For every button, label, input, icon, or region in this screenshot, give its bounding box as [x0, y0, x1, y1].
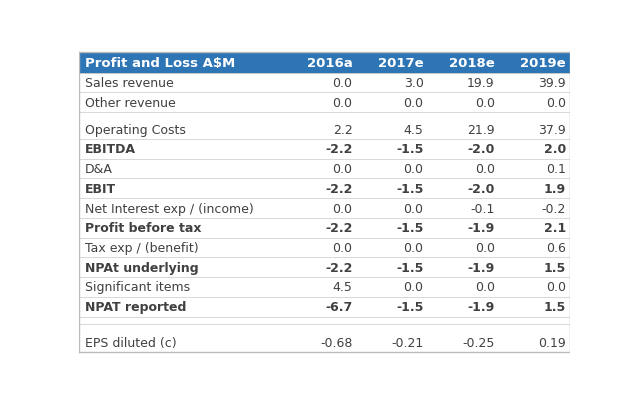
Text: D&A: D&A [85, 163, 113, 176]
Text: -2.0: -2.0 [467, 143, 494, 156]
Text: Sales revenue: Sales revenue [85, 77, 174, 90]
Text: -1.5: -1.5 [396, 300, 423, 314]
Bar [79, 140, 570, 159]
Bar [79, 93, 570, 113]
Text: Net Interest exp / (income): Net Interest exp / (income) [85, 202, 254, 215]
Text: Profit and Loss A$M: Profit and Loss A$M [85, 57, 235, 70]
Bar [79, 53, 570, 73]
Text: Other revenue: Other revenue [85, 97, 176, 109]
Text: -1.9: -1.9 [467, 222, 494, 235]
Text: -6.7: -6.7 [325, 300, 353, 314]
Text: 0.0: 0.0 [403, 281, 423, 294]
Text: 2.0: 2.0 [544, 143, 566, 156]
Bar [79, 238, 570, 258]
Text: 1.9: 1.9 [544, 182, 566, 195]
Text: 0.0: 0.0 [403, 241, 423, 254]
Text: 37.9: 37.9 [538, 124, 566, 136]
Text: Profit before tax: Profit before tax [85, 222, 201, 235]
Text: 0.0: 0.0 [475, 163, 494, 176]
Bar [79, 219, 570, 238]
Text: NPAt underlying: NPAt underlying [85, 261, 199, 274]
Text: 19.9: 19.9 [467, 77, 494, 90]
Text: EBIT: EBIT [85, 182, 116, 195]
Text: 2.2: 2.2 [332, 124, 353, 136]
Text: -2.2: -2.2 [325, 261, 353, 274]
Text: 0.0: 0.0 [332, 202, 353, 215]
Text: 39.9: 39.9 [538, 77, 566, 90]
Text: -0.2: -0.2 [541, 202, 566, 215]
Text: 4.5: 4.5 [332, 281, 353, 294]
Bar [79, 120, 570, 140]
Text: EBITDA: EBITDA [85, 143, 136, 156]
Text: Tax exp / (benefit): Tax exp / (benefit) [85, 241, 199, 254]
Text: 0.0: 0.0 [403, 202, 423, 215]
Text: -0.21: -0.21 [391, 336, 423, 349]
Text: -0.68: -0.68 [320, 336, 353, 349]
Text: 0.0: 0.0 [332, 77, 353, 90]
Bar [79, 297, 570, 317]
Text: 0.0: 0.0 [475, 281, 494, 294]
Bar [79, 179, 570, 199]
Text: 2019e: 2019e [520, 57, 566, 70]
Text: 0.0: 0.0 [332, 97, 353, 109]
Text: -2.2: -2.2 [325, 143, 353, 156]
Text: 0.6: 0.6 [546, 241, 566, 254]
Text: Significant items: Significant items [85, 281, 190, 294]
Text: NPAT reported: NPAT reported [85, 300, 186, 314]
Text: 2017e: 2017e [378, 57, 423, 70]
Text: 0.0: 0.0 [546, 97, 566, 109]
Text: 0.19: 0.19 [538, 336, 566, 349]
Text: 0.1: 0.1 [546, 163, 566, 176]
Text: 1.5: 1.5 [544, 300, 566, 314]
Text: Operating Costs: Operating Costs [85, 124, 186, 136]
Text: 2.1: 2.1 [544, 222, 566, 235]
Bar [79, 258, 570, 277]
Text: 1.5: 1.5 [544, 261, 566, 274]
Text: -2.2: -2.2 [325, 182, 353, 195]
Text: -2.2: -2.2 [325, 222, 353, 235]
Text: -1.5: -1.5 [396, 143, 423, 156]
Text: -1.5: -1.5 [396, 261, 423, 274]
Text: 0.0: 0.0 [475, 97, 494, 109]
Text: -2.0: -2.0 [467, 182, 494, 195]
Text: -1.9: -1.9 [467, 300, 494, 314]
Bar [79, 159, 570, 179]
Text: -1.5: -1.5 [396, 222, 423, 235]
Bar [79, 199, 570, 219]
Text: -1.5: -1.5 [396, 182, 423, 195]
Text: 2018e: 2018e [449, 57, 494, 70]
Text: 0.0: 0.0 [403, 163, 423, 176]
Bar [79, 332, 570, 352]
Text: 0.0: 0.0 [475, 241, 494, 254]
Text: -0.25: -0.25 [462, 336, 494, 349]
Text: 4.5: 4.5 [404, 124, 423, 136]
Text: 0.0: 0.0 [403, 97, 423, 109]
Text: -1.9: -1.9 [467, 261, 494, 274]
Text: -0.1: -0.1 [470, 202, 494, 215]
Text: 0.0: 0.0 [332, 163, 353, 176]
Text: EPS diluted (c): EPS diluted (c) [85, 336, 177, 349]
Bar [79, 277, 570, 297]
Text: 0.0: 0.0 [332, 241, 353, 254]
Text: 21.9: 21.9 [467, 124, 494, 136]
Text: 2016a: 2016a [306, 57, 353, 70]
Bar [79, 73, 570, 93]
Text: 3.0: 3.0 [404, 77, 423, 90]
Text: 0.0: 0.0 [546, 281, 566, 294]
